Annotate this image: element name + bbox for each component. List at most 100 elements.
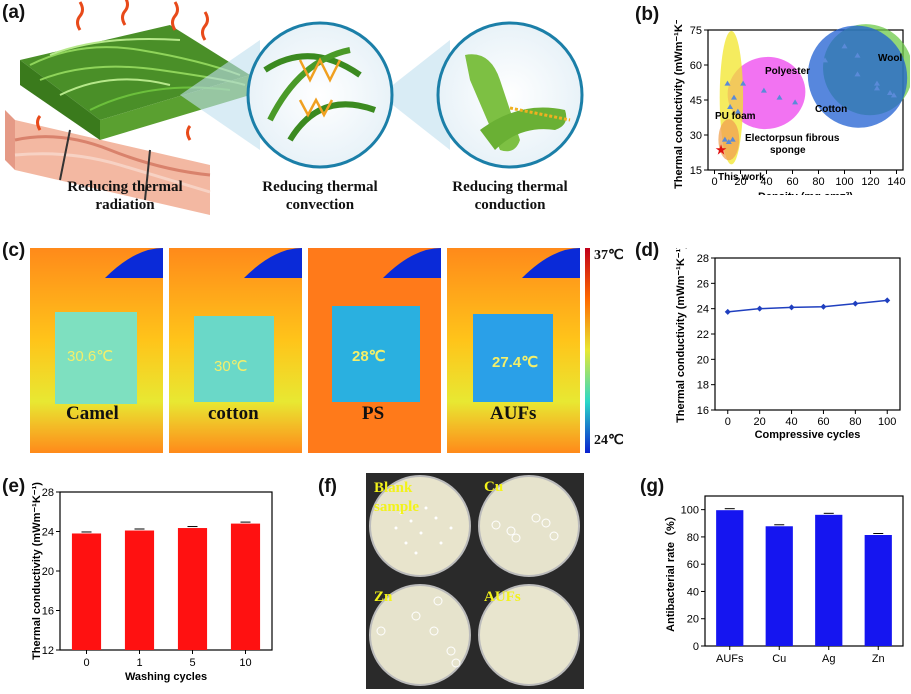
y-tick-label: 28 <box>697 253 709 265</box>
x-tick-label: Cu <box>772 653 786 665</box>
point <box>874 85 880 91</box>
y-tick-label: 20 <box>697 354 709 366</box>
y-tick-label: 100 <box>681 505 699 517</box>
annotation: PU foam <box>715 111 756 122</box>
panel-label-c: (c) <box>2 240 26 261</box>
point <box>792 99 799 105</box>
scale-max-label: 37℃ <box>594 248 624 263</box>
thermal-tile-ps <box>308 248 441 453</box>
annotation: This work <box>718 172 765 183</box>
bar <box>864 535 892 646</box>
temperature-scale-bar <box>585 248 590 453</box>
x-tick-label: 100 <box>878 416 896 428</box>
y-tick-label: 26 <box>697 278 709 290</box>
y-tick-label: 15 <box>690 165 702 177</box>
x-tick-label: 0 <box>725 416 731 428</box>
y-tick-label: 80 <box>687 532 699 544</box>
dish-label-blank: Blank sample <box>374 480 419 515</box>
petri-dish-zn <box>369 584 471 686</box>
series-line <box>727 299 888 313</box>
temp-ps: 28℃ <box>352 348 386 365</box>
point <box>721 136 728 142</box>
y-tick-label: 0 <box>693 641 699 653</box>
label-cotton: cotton <box>208 403 259 424</box>
point <box>822 57 828 63</box>
annotation: sponge <box>770 145 806 156</box>
y-axis-label: Thermal conductivity (mWm⁻¹K⁻¹) <box>673 20 685 189</box>
bar <box>124 530 155 650</box>
y-tick-label: 28 <box>42 487 54 499</box>
y-tick-label: 60 <box>690 60 702 72</box>
y-tick-label: 22 <box>697 329 709 341</box>
x-tick-label: 0 <box>83 657 89 669</box>
convection-circle-icon <box>246 21 394 169</box>
y-tick-label: 16 <box>42 606 54 618</box>
y-axis-label: Antibacterial rate（%） <box>664 510 677 632</box>
y-tick-label: 20 <box>42 566 54 578</box>
y-tick-label: 30 <box>690 130 702 142</box>
petri-dish-blank <box>369 475 471 577</box>
point-this-work: ★ <box>715 142 728 158</box>
annotation: Wool <box>878 53 902 64</box>
point <box>734 108 741 114</box>
x-tick-label: 5 <box>189 657 195 669</box>
x-tick-label: 40 <box>760 176 772 188</box>
panel-label-a: (a) <box>2 2 26 23</box>
data-point <box>820 303 827 310</box>
skin-block-icon <box>5 110 211 215</box>
bar <box>177 528 208 650</box>
y-tick-label: 45 <box>690 95 702 107</box>
plot-frame <box>714 257 901 411</box>
ellipse-cotton <box>807 25 908 128</box>
panel-label-g: (g) <box>640 476 665 497</box>
x-tick-label: Ag <box>822 653 835 665</box>
y-tick-label: 75 <box>690 25 702 37</box>
point <box>729 136 736 142</box>
y-tick-label: 60 <box>687 559 699 571</box>
petri-dish-cu <box>478 475 580 577</box>
dish-label-cu: Cu <box>484 479 504 495</box>
point <box>731 94 737 100</box>
bar <box>230 523 261 650</box>
point <box>725 139 732 144</box>
bar <box>765 526 793 646</box>
x-tick-label: Zn <box>872 653 885 665</box>
petri-dish-svg <box>369 475 580 686</box>
point <box>841 43 848 49</box>
data-point <box>852 300 859 307</box>
dish-label-zn: Zn <box>374 589 393 605</box>
panel-label-e: (e) <box>2 476 26 497</box>
x-tick-label: 100 <box>835 176 853 188</box>
data-point <box>788 304 795 311</box>
x-tick-label: 20 <box>734 176 746 188</box>
thermal-tile-cotton <box>169 248 302 453</box>
x-tick-label: AUFs <box>716 653 744 665</box>
point <box>874 80 880 86</box>
point <box>760 87 767 93</box>
x-tick-label: 80 <box>849 416 861 428</box>
heat-arrow-icons <box>36 0 209 141</box>
caption-convection: Reducing thermal convection <box>262 179 378 213</box>
x-tick-label: 10 <box>239 657 251 669</box>
annotation: Cotton <box>815 104 847 115</box>
y-axis-label: Thermal conductivity (mWm⁻¹K⁻¹) <box>675 248 687 423</box>
y-tick-label: 24 <box>697 304 709 316</box>
y-tick-label: 20 <box>687 614 699 626</box>
x-tick-label: 60 <box>817 416 829 428</box>
temp-aufs: 27.4℃ <box>492 354 539 371</box>
panel-label-d: (d) <box>635 240 660 261</box>
caption-radiation: Reducing thermal radiation <box>67 179 183 213</box>
conduction-circle-icon <box>436 21 584 169</box>
petri-dish-grid: Blank sample Cu Zn AUFs <box>366 473 584 689</box>
point <box>887 90 893 95</box>
y-tick-label: 12 <box>42 645 54 657</box>
bar <box>71 533 102 650</box>
temp-camel: 30.6℃ <box>67 348 114 365</box>
data-point <box>756 305 763 312</box>
x-axis-label: Density (mg cm⁻³) <box>758 191 853 195</box>
x-axis-label: Compressive cycles <box>755 429 861 441</box>
x-tick-label: 140 <box>887 176 905 188</box>
caption-conduction: Reducing thermal conduction <box>452 179 568 213</box>
y-tick-label: 18 <box>697 380 709 392</box>
